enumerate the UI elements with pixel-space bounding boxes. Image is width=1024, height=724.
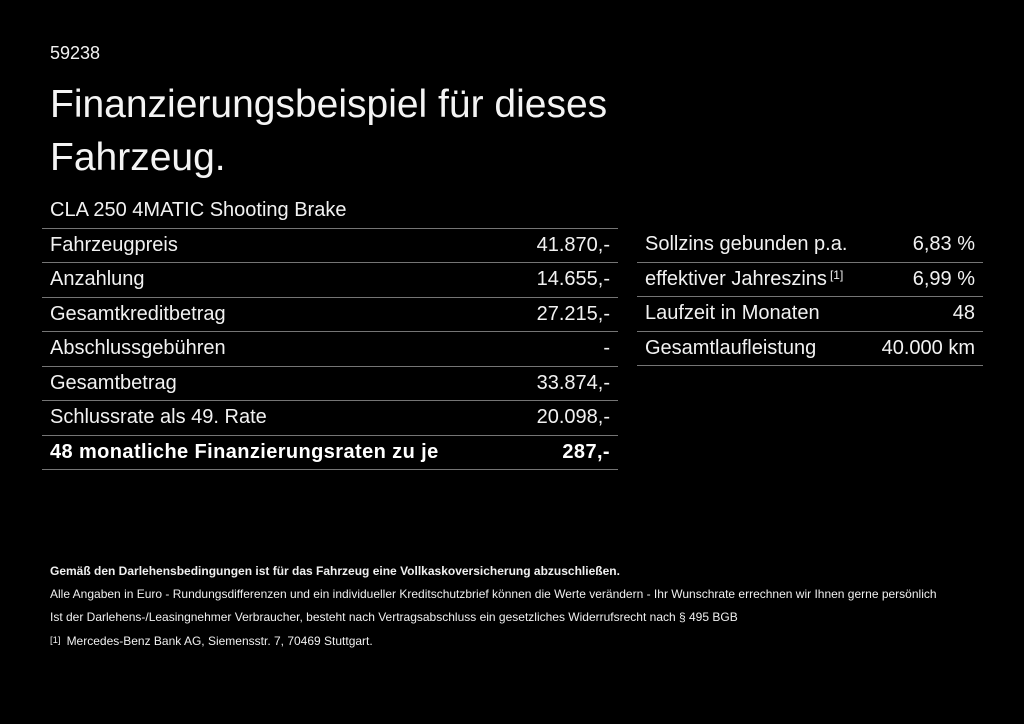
row-value: 41.870,- (536, 233, 610, 256)
row-label: Gesamtlaufleistung (645, 336, 817, 359)
table-row-effektiver-jahreszins: effektiver Jahreszins [1] 6,99 % (637, 263, 983, 297)
row-label: Sollzins gebunden p.a. (645, 233, 848, 256)
page-title: Finanzierungsbeispiel für dieses Fahrzeu… (50, 83, 608, 179)
insurance-note: Gemäß den Darlehensbedingungen ist für d… (50, 564, 620, 578)
row-value: 33.874,- (536, 371, 610, 394)
withdrawal-right-note: Ist der Darlehens-/Leasingnehmer Verbrau… (50, 610, 738, 624)
footnote-reference: [1] (829, 267, 844, 282)
euro-disclaimer-note: Alle Angaben in Euro - Rundungsdifferenz… (50, 587, 937, 601)
vehicle-model-title: CLA 250 4MATIC Shooting Brake (42, 194, 618, 229)
row-value: 20.098,- (536, 406, 610, 429)
table-row-abschlussgebuehren: Abschlussgebühren - (42, 332, 618, 367)
footnote-text: Mercedes-Benz Bank AG, Siemensstr. 7, 70… (66, 634, 373, 648)
row-label: Abschlussgebühren (50, 337, 226, 360)
row-label: 48 monatliche Finanzierungsraten zu je (50, 440, 439, 463)
row-value: 287,- (562, 440, 610, 463)
row-value: - (603, 337, 610, 360)
row-label: Gesamtbetrag (50, 371, 177, 394)
table-row-schlussrate: Schlussrate als 49. Rate 20.098,- (42, 401, 618, 436)
table-row-anzahlung: Anzahlung 14.655,- (42, 263, 618, 298)
row-value: 6,83 % (912, 233, 975, 256)
table-row-gesamtlaufleistung: Gesamtlaufleistung 40.000 km (637, 332, 983, 366)
vehicle-id: 59238 (50, 43, 101, 63)
row-label: Laufzeit in Monaten (645, 302, 820, 325)
legal-notes: Gemäß den Darlehensbedingungen ist für d… (50, 560, 1010, 653)
row-value: 48 (952, 302, 975, 325)
row-label: Anzahlung (50, 268, 145, 291)
row-label: effektiver Jahreszins (645, 267, 827, 290)
footnote: [1] Mercedes-Benz Bank AG, Siemensstr. 7,… (50, 629, 1010, 653)
table-row-sollzins: Sollzins gebunden p.a. 6,83 % (637, 228, 983, 263)
row-label: Schlussrate als 49. Rate (50, 406, 267, 429)
table-row-fahrzeugpreis: Fahrzeugpreis 41.870,- (42, 229, 618, 263)
conditions-table: Sollzins gebunden p.a. 6,83 % effektiver… (637, 228, 983, 366)
table-row-laufzeit: Laufzeit in Monaten 48 (637, 297, 983, 332)
table-row-monatsrate: 48 monatliche Finanzierungsraten zu je 2… (42, 436, 618, 470)
table-row-gesamtbetrag: Gesamtbetrag 33.874,- (42, 367, 618, 401)
row-value: 40.000 km (881, 336, 975, 359)
row-value: 6,99 % (912, 267, 975, 290)
row-value: 14.655,- (536, 268, 610, 291)
row-value: 27.215,- (536, 302, 610, 325)
financing-table: CLA 250 4MATIC Shooting Brake Fahrzeugpr… (42, 194, 618, 470)
footnote-marker: [1] (50, 635, 61, 646)
table-row-gesamtkreditbetrag: Gesamtkreditbetrag 27.215,- (42, 298, 618, 332)
row-label: Fahrzeugpreis (50, 233, 178, 256)
row-label: Gesamtkreditbetrag (50, 302, 226, 325)
